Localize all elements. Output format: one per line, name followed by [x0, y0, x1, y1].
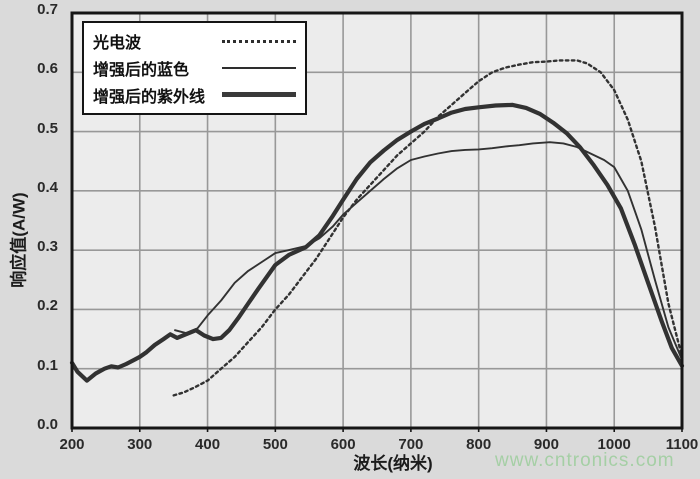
series-line-dotted [172, 59, 684, 397]
legend-label: 增强后的蓝色 [93, 61, 190, 79]
legend-line-sample-thick [222, 92, 296, 98]
x-tick-label: 1100 [665, 436, 699, 453]
x-tick-label: 700 [398, 436, 424, 453]
x-axis-title: 波长(纳米) [353, 454, 433, 473]
legend: 光电波增强后的蓝色 增强后的紫外线 [82, 21, 307, 115]
y-tick-label: 0.1 [37, 356, 58, 374]
legend-label: 增强后的紫外线 [93, 88, 206, 106]
y-tick-label: 0.2 [37, 297, 58, 315]
series-line-thin [174, 141, 683, 361]
x-tick-label: 500 [262, 436, 288, 453]
y-tick-label: 0.3 [37, 238, 58, 256]
x-tick-label: 200 [59, 436, 85, 453]
legend-item: 增强后的蓝色 [93, 56, 296, 80]
legend-item: 增强后的紫外线 [93, 83, 296, 107]
x-tick-label: 800 [466, 436, 492, 453]
plot-frame [70, 11, 684, 430]
y-tick-label: 0.0 [37, 416, 58, 433]
legend-label: 光电波 [93, 35, 142, 53]
y-tick-label: 0.7 [37, 1, 58, 18]
x-tick-label: 1000 [597, 436, 631, 453]
y-tick-label: 0.4 [37, 178, 58, 196]
watermark: www.cntronics.com [495, 450, 675, 471]
y-tick-label: 0.5 [37, 119, 58, 137]
series-line-thick [69, 102, 685, 383]
y-axis-title: 响应值(A/W) [9, 192, 29, 288]
y-tick-label: 0.6 [37, 60, 58, 78]
x-tick-label: 400 [195, 436, 221, 453]
legend-item: 光电波 [93, 29, 296, 53]
legend-line-sample-dotted [222, 39, 296, 43]
x-tick-label: 600 [330, 436, 356, 453]
x-tick-label: 300 [127, 436, 153, 453]
x-tick-label: 900 [533, 436, 559, 453]
legend-line-sample-thin [222, 66, 296, 69]
